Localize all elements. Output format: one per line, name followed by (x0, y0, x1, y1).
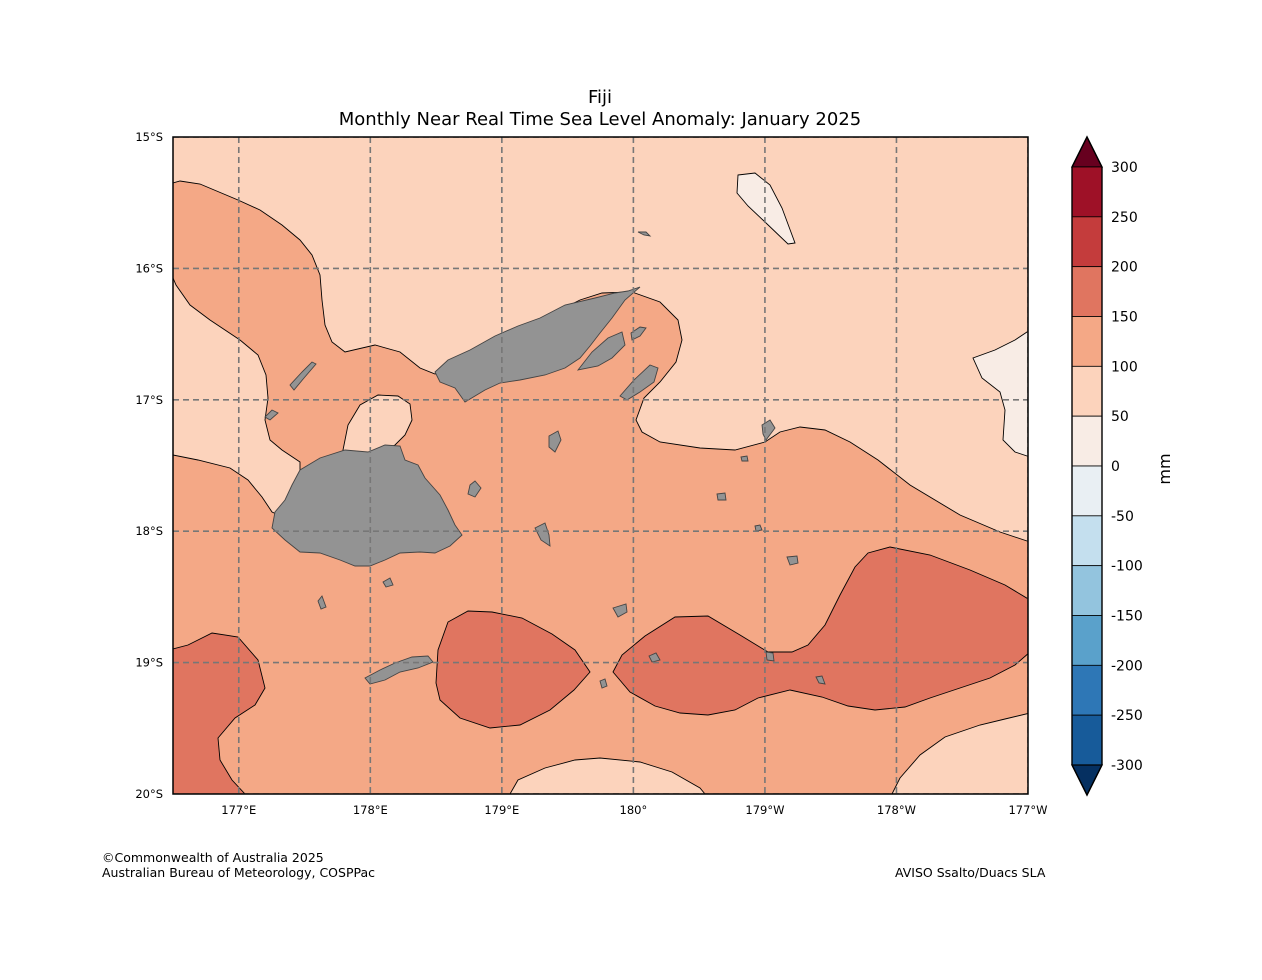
colorbar-swatch (1071, 615, 1103, 666)
lon-tick-label: 178°W (877, 803, 916, 817)
colorbar-tick-label: -250 (1111, 708, 1143, 724)
lau-island-7 (754, 524, 763, 532)
lat-tick-label: 17°S (135, 393, 163, 407)
colorbar-swatch (1071, 664, 1103, 716)
totoya-island (648, 652, 661, 663)
colorbar-extend-max (1071, 135, 1103, 168)
colorbar-tick-label: 100 (1111, 359, 1138, 375)
lau-island-4 (740, 455, 749, 462)
yasawa-island (289, 361, 317, 391)
anomaly-band-50-100-south (509, 757, 706, 794)
vatulele-island (317, 595, 327, 610)
lau-island-5 (765, 651, 775, 662)
lat-tick-labels: 15°S 16°S 17°S 18°S 19°S 20°S (135, 130, 163, 801)
colorbar-tick-label: 250 (1111, 210, 1138, 226)
lat-tick-label: 19°S (135, 656, 163, 670)
colorbar-tick-label: 300 (1111, 160, 1138, 176)
lon-tick-label: 177°W (1008, 803, 1047, 817)
land-masses (264, 231, 826, 689)
colorbar-tick-label: -200 (1111, 658, 1143, 674)
gridlines (173, 137, 1028, 794)
colorbar-swatch (1071, 166, 1103, 218)
cikobia-island (637, 231, 652, 237)
colorbar-swatch (1071, 316, 1103, 367)
moala-island (612, 603, 628, 618)
lat-tick-label: 16°S (135, 261, 163, 275)
colorbar-tick-label: 150 (1111, 310, 1138, 326)
lau-island-lakeba-area (619, 364, 659, 401)
lat-tick-label: 18°S (135, 524, 163, 538)
colorbar-swatch (1071, 515, 1103, 567)
beqa-island (382, 577, 394, 588)
anomaly-band-50-100-southeast (891, 713, 1028, 794)
colorbar-swatch (1071, 415, 1103, 467)
organization-text: Australian Bureau of Meteorology, COSPPa… (102, 865, 375, 880)
ovalau-island (467, 480, 482, 498)
anomaly-band-0-50-east (972, 330, 1028, 457)
map-frame (172, 136, 1029, 795)
colorbar-swatch (1071, 465, 1103, 517)
mamanuca-island (264, 409, 279, 421)
colorbar-label: mm (1155, 453, 1174, 484)
gau-island (534, 522, 551, 547)
lon-tick-label: 177°E (221, 803, 256, 817)
lat-tick-label: 15°S (135, 130, 163, 144)
colorbar-swatch (1071, 266, 1103, 317)
map-plot (173, 137, 1028, 794)
lon-tick-label: 180° (620, 803, 648, 817)
anomaly-band-150-200-west (173, 632, 266, 794)
colorbar-tick-label: -100 (1111, 559, 1143, 575)
colorbar-swatch (1071, 216, 1103, 268)
vanua-levu-island (434, 286, 641, 403)
copyright-text: ©Commonwealth of Australia 2025 (102, 850, 324, 865)
anomaly-band-150-200-central (435, 610, 591, 729)
colorbar-extend-min (1071, 764, 1103, 797)
colorbar-outline (1071, 135, 1103, 797)
lau-island-2 (786, 555, 799, 566)
qelelevu-island (630, 326, 647, 341)
lat-tick-label: 20°S (135, 787, 163, 801)
colorbar-tick-label: 200 (1111, 260, 1138, 276)
footer-credits: ©Commonwealth of Australia 2025 Australi… (102, 850, 375, 880)
colorbar-tick-label: 50 (1111, 409, 1129, 425)
colorbar-swatch (1071, 714, 1103, 766)
koro-island (548, 430, 562, 453)
data-source-text: AVISO Ssalto/Duacs SLA (895, 865, 1046, 880)
taveuni-island (576, 331, 626, 371)
matuku-island (599, 678, 608, 689)
lon-tick-label: 179°E (484, 803, 519, 817)
lon-tick-label: 178°E (353, 803, 388, 817)
colorbar: 300 250 200 150 100 50 0 -50 -100 -150 -200 -250 -30… (1071, 135, 1174, 797)
colorbar-swatch (1071, 565, 1103, 616)
lon-tick-label: 179°W (745, 803, 784, 817)
colorbar-tick-label: -300 (1111, 758, 1143, 774)
colorbar-tick-label: -50 (1111, 509, 1134, 525)
lau-island-3 (761, 419, 776, 441)
colorbar-swatch (1071, 365, 1103, 417)
map-title-subtitle: Monthly Near Real Time Sea Level Anomaly… (338, 109, 862, 130)
anomaly-band-0-50-north (736, 172, 796, 245)
lau-island-6 (815, 675, 826, 685)
viti-levu-island (271, 444, 463, 567)
anomaly-band-150-200-east (612, 546, 1028, 716)
map-title-region: Fiji (587, 87, 613, 108)
lon-tick-labels: 177°E 178°E 179°E 180° 179°W 178°W 177°W (221, 803, 1047, 817)
colorbar-tick-label: -150 (1111, 609, 1143, 625)
colorbar-tick-label: 0 (1111, 459, 1120, 475)
lau-island-1 (716, 492, 727, 501)
